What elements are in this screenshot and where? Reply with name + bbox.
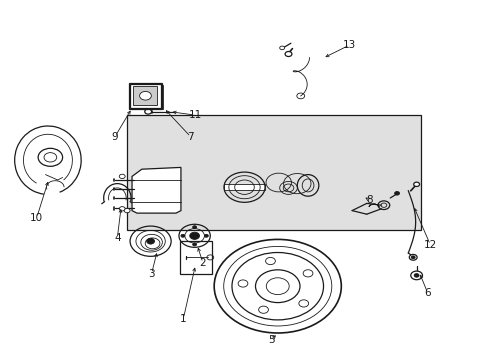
Circle shape	[119, 207, 125, 211]
Bar	[224, 184, 264, 190]
Bar	[129, 84, 161, 108]
Text: 1: 1	[180, 314, 186, 324]
Circle shape	[119, 174, 125, 179]
Text: 11: 11	[188, 110, 202, 120]
Text: 10: 10	[30, 213, 43, 223]
Circle shape	[124, 208, 130, 213]
Circle shape	[146, 238, 154, 244]
Text: 7: 7	[187, 132, 194, 142]
Text: 12: 12	[423, 240, 436, 250]
Circle shape	[192, 243, 196, 246]
Text: 8: 8	[365, 195, 372, 205]
Circle shape	[413, 182, 419, 186]
Circle shape	[144, 109, 151, 114]
Circle shape	[408, 255, 416, 260]
Bar	[131, 85, 163, 109]
Circle shape	[410, 271, 422, 280]
Circle shape	[189, 232, 199, 239]
Circle shape	[279, 46, 284, 50]
Text: 13: 13	[342, 40, 356, 50]
Text: 9: 9	[111, 132, 118, 142]
Circle shape	[140, 91, 151, 100]
Circle shape	[285, 51, 291, 57]
Circle shape	[410, 256, 414, 259]
Text: 6: 6	[424, 288, 430, 298]
Circle shape	[413, 274, 418, 277]
Circle shape	[394, 192, 399, 195]
Text: 2: 2	[199, 258, 206, 268]
Bar	[128, 83, 162, 109]
Circle shape	[192, 226, 196, 229]
Text: 4: 4	[114, 233, 121, 243]
Text: 3: 3	[148, 269, 155, 279]
Polygon shape	[132, 167, 181, 213]
Circle shape	[204, 234, 208, 237]
Bar	[127, 115, 420, 230]
Bar	[133, 86, 157, 105]
Circle shape	[181, 234, 184, 237]
Text: 5: 5	[267, 335, 274, 345]
Bar	[180, 241, 211, 274]
